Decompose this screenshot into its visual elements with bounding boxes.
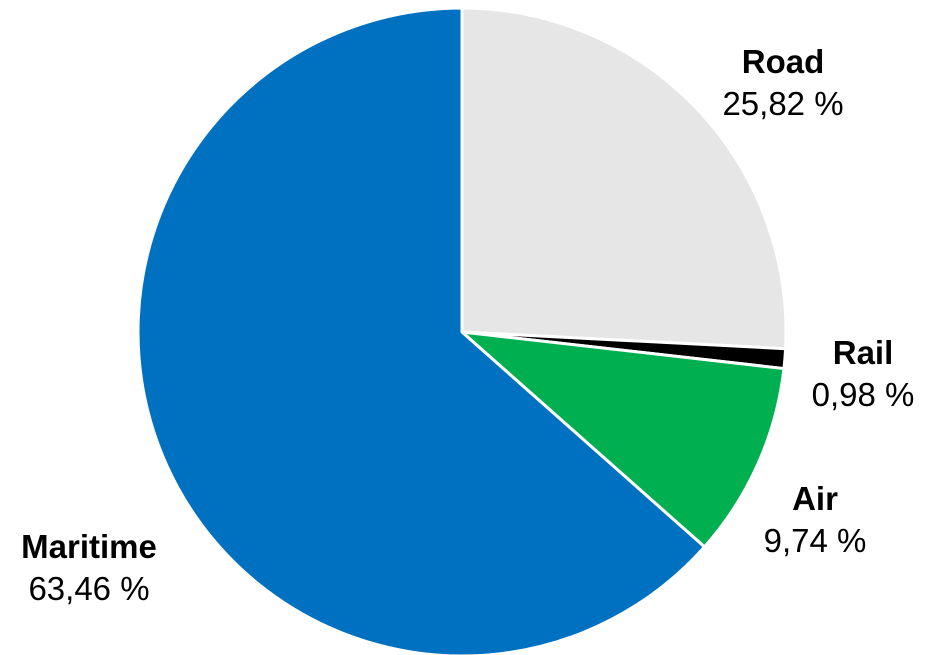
slice-label-rail-name: Rail xyxy=(833,334,894,371)
slice-label-road-name: Road xyxy=(742,43,825,80)
pie-slices xyxy=(136,6,788,655)
slice-label-air-value: 9,74 % xyxy=(764,522,867,559)
label-maritime: Maritime 63,46 % xyxy=(21,528,157,607)
slice-label-road-value: 25,82 % xyxy=(722,85,843,122)
slice-label-air-name: Air xyxy=(792,480,838,517)
slice-label-maritime-name: Maritime xyxy=(21,528,157,565)
label-road: Road 25,82 % xyxy=(722,43,843,122)
label-rail: Rail 0,98 % xyxy=(812,334,915,413)
slice-label-maritime-value: 63,46 % xyxy=(28,570,149,607)
pie-slice-maritime xyxy=(136,6,706,655)
pie-slice-air xyxy=(460,330,786,549)
slice-label-rail-value: 0,98 % xyxy=(812,376,915,413)
label-air: Air 9,74 % xyxy=(764,480,867,559)
pie-slice-road xyxy=(460,6,788,351)
